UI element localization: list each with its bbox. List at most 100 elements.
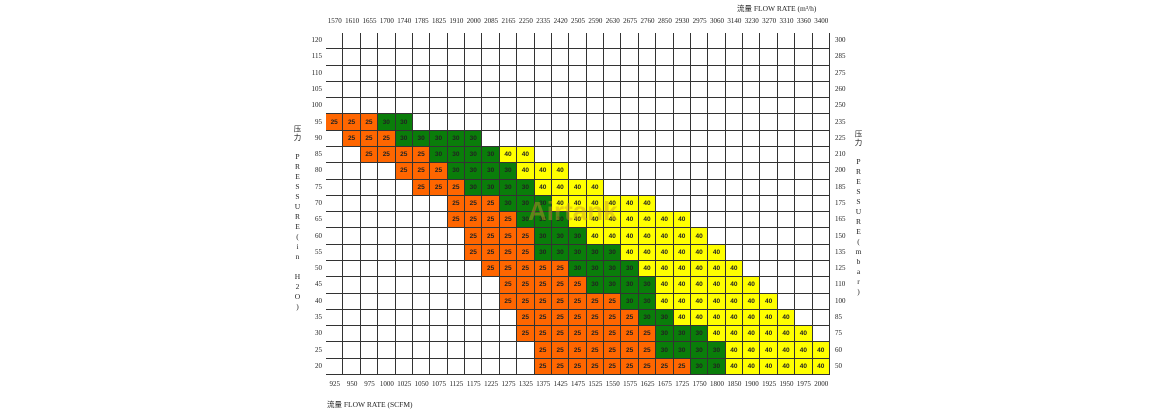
grid-cell-40: 40	[760, 293, 778, 310]
grid-cell-empty	[725, 212, 744, 229]
bottom-tick-label: 1525	[588, 380, 603, 388]
grid-cell-40: 40	[638, 212, 657, 229]
grid-cell-empty	[360, 179, 379, 196]
grid-cell-40: 40	[777, 358, 796, 375]
top-tick-label: 3400	[814, 17, 829, 25]
grid-cell-empty	[378, 228, 396, 245]
grid-cell-empty	[656, 49, 674, 66]
grid-cell-empty	[777, 130, 796, 147]
grid-cell-30: 30	[534, 195, 552, 213]
bottom-tick-label: 1050	[414, 380, 429, 388]
grid-cell-40: 40	[708, 261, 726, 278]
grid-cell-40: 40	[708, 309, 726, 327]
grid-cell-25: 25	[621, 309, 639, 327]
grid-cell-empty	[777, 261, 796, 278]
grid-cell-empty	[586, 98, 605, 115]
grid-cell-empty	[412, 342, 431, 359]
grid-cell-30: 30	[499, 179, 518, 196]
grid-cell-empty	[517, 33, 535, 50]
grid-cell-25: 25	[551, 358, 570, 375]
grid-cell-empty	[760, 130, 778, 147]
grid-cell-30: 30	[656, 326, 674, 343]
bottom-tick-label: 950	[346, 380, 358, 388]
grid-cell-25: 25	[378, 130, 396, 147]
grid-cell-40: 40	[569, 212, 587, 229]
grid-cell-25: 25	[412, 163, 431, 180]
grid-cell-empty	[430, 98, 448, 115]
grid-cell-40: 40	[708, 326, 726, 343]
grid-cell-empty	[638, 114, 657, 131]
grid-cell-empty	[795, 195, 813, 213]
top-tick-label: 1785	[414, 17, 429, 25]
grid-cell-empty	[725, 163, 744, 180]
grid-cell-30: 30	[465, 147, 483, 164]
grid-cell-empty	[690, 49, 709, 66]
grid-cell-empty	[569, 114, 587, 131]
top-tick-label: 2335	[536, 17, 551, 25]
grid-cell-empty	[812, 212, 830, 229]
grid-cell-empty	[430, 49, 448, 66]
grid-cell-25: 25	[412, 179, 431, 196]
grid-cell-empty	[673, 49, 691, 66]
grid-cell-25: 25	[517, 261, 535, 278]
grid-cell-empty	[343, 342, 361, 359]
grid-cell-40: 40	[621, 228, 639, 245]
grid-cell-empty	[499, 309, 518, 327]
grid-cell-25: 25	[499, 277, 518, 294]
grid-cell-40: 40	[725, 277, 744, 294]
top-axis-title: 流量 FLOW RATE (m³/h)	[737, 4, 817, 13]
grid-cell-40: 40	[725, 342, 744, 359]
grid-cell-empty	[482, 342, 500, 359]
grid-cell-30: 30	[586, 277, 605, 294]
grid-cell-empty	[673, 163, 691, 180]
grid-cell-40: 40	[534, 179, 552, 196]
grid-cell-empty	[586, 114, 605, 131]
grid-cell-empty	[812, 261, 830, 278]
grid-cell-empty	[690, 81, 709, 99]
right-tick-label: 225	[835, 133, 846, 142]
grid-cell-empty	[760, 98, 778, 115]
grid-cell-empty	[534, 98, 552, 115]
grid-cell-25: 25	[465, 244, 483, 261]
grid-cell-empty	[743, 244, 761, 261]
grid-cell-empty	[360, 163, 379, 180]
right-tick-label: 260	[835, 85, 846, 93]
top-tick-label: 2505	[571, 17, 585, 25]
grid-cell-25: 25	[499, 244, 518, 261]
grid-cell-40: 40	[673, 309, 691, 327]
grid-cell-empty	[482, 33, 500, 50]
grid-cell-empty	[447, 277, 466, 294]
grid-cell-empty	[795, 33, 813, 50]
grid-cell-empty	[638, 33, 657, 50]
grid-cell-empty	[326, 65, 344, 82]
grid-cell-empty	[551, 114, 570, 131]
grid-cell-40: 40	[760, 309, 778, 327]
grid-cell-empty	[551, 33, 570, 50]
grid-cell-empty	[534, 33, 552, 50]
grid-cell-40: 40	[586, 228, 605, 245]
right-tick-label: 100	[835, 296, 846, 305]
grid-cell-40: 40	[638, 195, 657, 213]
grid-cell-empty	[795, 65, 813, 82]
grid-cell-40: 40	[690, 309, 709, 327]
grid-cell-empty	[326, 244, 344, 261]
grid-cell-empty	[378, 33, 396, 50]
top-tick-label: 1825	[431, 17, 446, 25]
grid-cell-empty	[430, 114, 448, 131]
grid-cell-empty	[412, 228, 431, 245]
grid-cell-30: 30	[638, 293, 657, 310]
grid-cell-empty	[534, 81, 552, 99]
grid-cell-empty	[777, 228, 796, 245]
grid-cell-empty	[604, 147, 622, 164]
grid-cell-empty	[708, 130, 726, 147]
grid-cell-empty	[708, 147, 726, 164]
grid-cell-empty	[690, 147, 709, 164]
bottom-tick-label: 1625	[640, 380, 655, 388]
grid-cell-empty	[795, 179, 813, 196]
grid-cell-30: 30	[673, 326, 691, 343]
grid-cell-25: 25	[569, 358, 587, 375]
grid-cell-empty	[378, 358, 396, 375]
grid-cell-30: 30	[482, 179, 500, 196]
grid-cell-empty	[482, 277, 500, 294]
grid-cell-empty	[569, 33, 587, 50]
